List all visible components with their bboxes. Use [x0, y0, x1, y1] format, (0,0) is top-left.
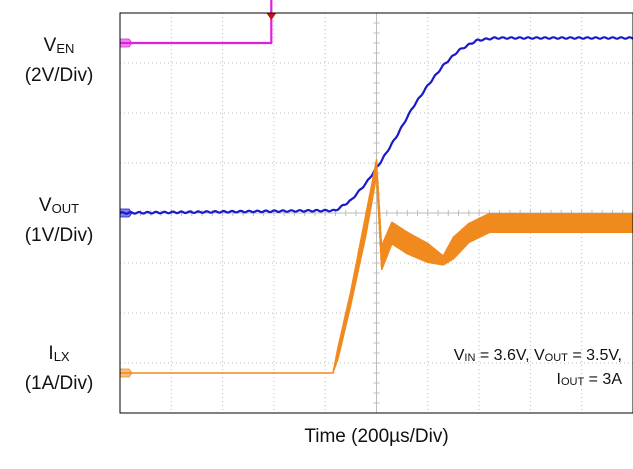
- trace-ilx: [120, 159, 633, 374]
- cond-vout-main: V: [533, 347, 545, 364]
- trigger-marker: [266, 13, 277, 20]
- vout-label-sub: OUT: [51, 201, 80, 216]
- x-axis-label: Time (200µs/Div): [304, 426, 449, 447]
- vout-label-main: V: [38, 195, 52, 216]
- vin-main: V: [453, 347, 465, 364]
- vout-channel-label: VOUT (1V/Div): [0, 192, 118, 249]
- ground-marker-vout: [119, 208, 133, 218]
- cond-vout-value: = 3.5V,: [567, 347, 622, 364]
- vin-sub: IN: [464, 352, 476, 364]
- vin-value: = 3.6V,: [475, 347, 534, 364]
- ven-label-sub: EN: [56, 41, 75, 56]
- ilx-scale-label: (1A/Div): [24, 373, 94, 394]
- ilx-label-sub: LX: [53, 349, 70, 364]
- scope-frame: [119, 12, 633, 414]
- iout-main: I: [556, 371, 561, 388]
- ven-label-main: V: [43, 35, 57, 56]
- ilx-channel-label: ILX (1A/Div): [0, 340, 118, 397]
- scope-traces: [119, 0, 633, 374]
- ground-marker-ven: [119, 38, 133, 48]
- iout-value: = 3A: [584, 371, 622, 388]
- ven-scale-label: (2V/Div): [24, 65, 94, 86]
- ground-marker-ilx: [119, 368, 133, 378]
- ven-channel-label: VEN (2V/Div): [0, 32, 118, 89]
- vout-scale-label: (1V/Div): [24, 225, 94, 246]
- ilx-label-main: I: [48, 343, 54, 364]
- test-conditions-annotation: VIN = 3.6V, VOUT = 3.5V, IOUT = 3A: [454, 345, 622, 393]
- cond-vout-sub: OUT: [544, 352, 568, 364]
- iout-sub: OUT: [560, 376, 585, 388]
- trace-ven: [120, 0, 273, 45]
